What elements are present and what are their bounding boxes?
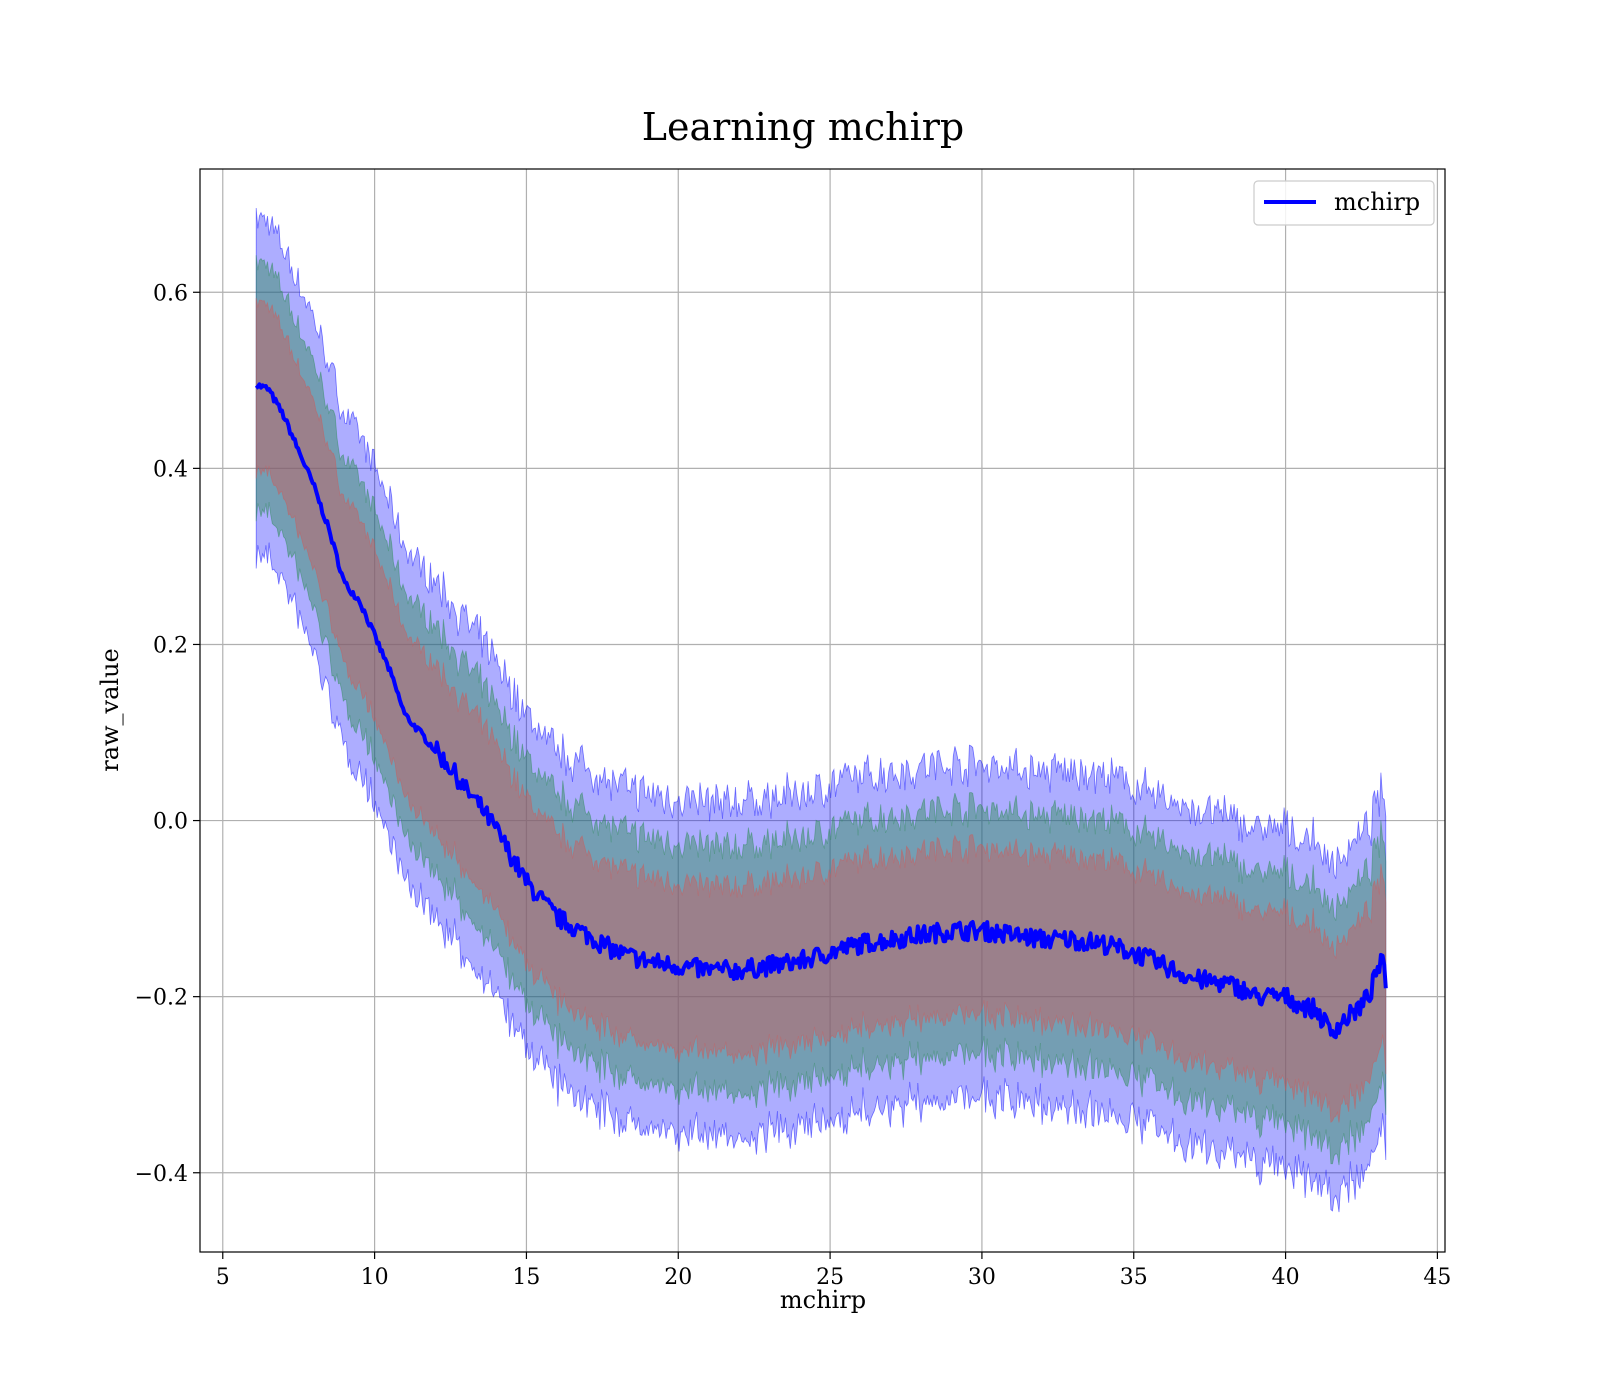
x-axis-ticks: 5 10 15 20 25 30 35 40 45 (216, 1252, 1451, 1290)
x-tick-label: 35 (1120, 1265, 1148, 1290)
y-axis-ticks: −0.4 −0.2 0.0 0.2 0.4 0.6 (135, 281, 200, 1187)
x-axis-label: mchirp (780, 1286, 866, 1314)
legend-box (1253, 180, 1435, 226)
grid (200, 169, 1445, 1252)
x-tick-label: 40 (1272, 1265, 1300, 1290)
x-tick-label: 45 (1423, 1265, 1451, 1290)
confidence-bands (255, 207, 1387, 1213)
series-lines (254, 382, 1388, 1040)
y-tick-label: −0.4 (135, 1162, 188, 1187)
legend-entry: mchirp (1334, 188, 1420, 216)
y-tick-label: 0.6 (153, 281, 188, 306)
chart-title: Learning mchirp (642, 105, 964, 149)
x-tick-label: 15 (512, 1265, 540, 1290)
x-tick-label: 10 (361, 1265, 389, 1290)
y-tick-label: −0.2 (135, 986, 188, 1011)
series-line-mchirp (254, 382, 1388, 1040)
x-tick-label: 30 (968, 1265, 996, 1290)
y-axis-label: raw_value (96, 648, 124, 772)
y-tick-label: 0.0 (153, 810, 188, 835)
band-3 (255, 298, 1387, 1123)
band-1 (255, 207, 1387, 1213)
plot-frame (199, 168, 1446, 1253)
x-tick-label: 25 (816, 1265, 844, 1290)
x-tick-label: 20 (664, 1265, 692, 1290)
x-tick-label: 5 (216, 1265, 230, 1290)
y-tick-label: 0.4 (153, 457, 188, 482)
legend: mchirp (1253, 180, 1435, 226)
y-tick-label: 0.2 (153, 633, 188, 658)
